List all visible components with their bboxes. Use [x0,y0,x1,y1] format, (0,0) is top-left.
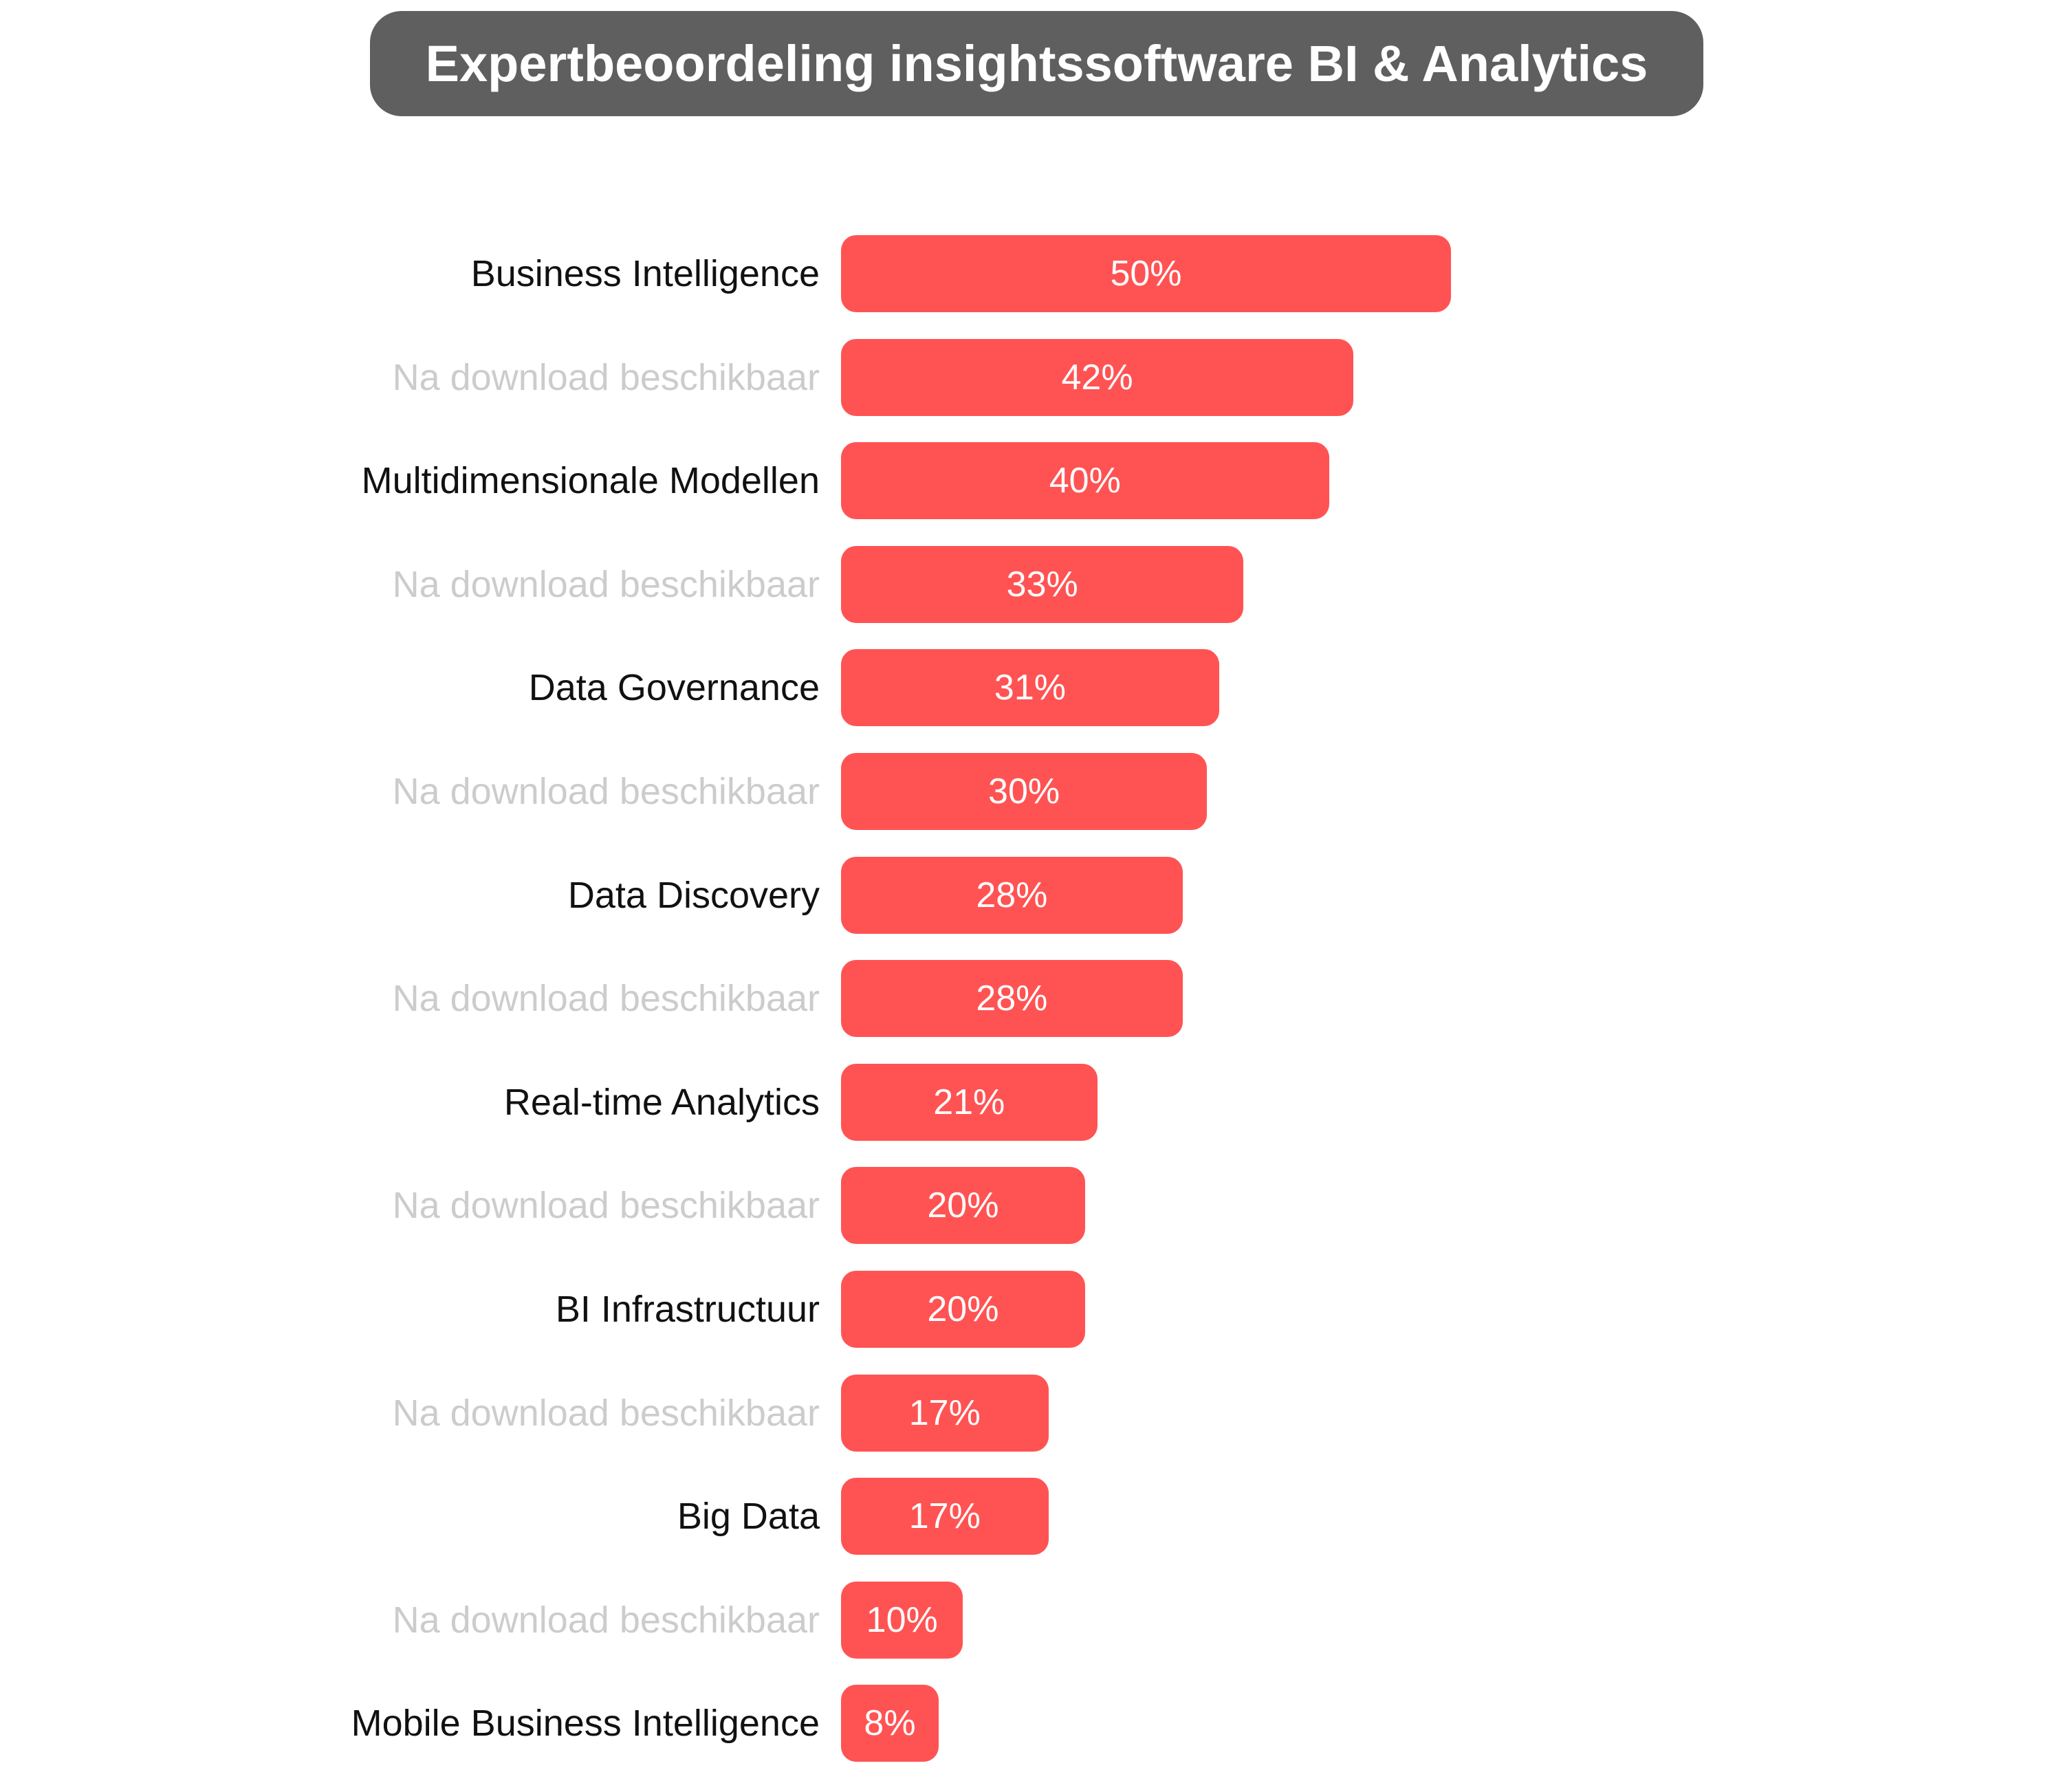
category-label: Real-time Analytics [503,1081,820,1123]
category-label: Na download beschikbaar [392,563,820,605]
category-label: Na download beschikbaar [392,1599,820,1641]
value-label: 33% [1006,564,1078,604]
category-label: Na download beschikbaar [392,978,820,1020]
value-label: 20% [927,1185,999,1226]
bar: 33% [841,545,1244,623]
value-label: 17% [908,1496,981,1537]
bar: 17% [841,1478,1049,1555]
bar: 50% [841,235,1451,312]
category-label: Na download beschikbaar [392,1185,820,1227]
value-label: 21% [933,1082,1005,1122]
bar: 20% [841,1167,1085,1245]
value-label: 40% [1049,461,1121,501]
bar: 28% [841,856,1183,934]
category-label: Mobile Business Intelligence [351,1703,820,1745]
bar: 17% [841,1374,1049,1452]
category-label: Na download beschikbaar [392,356,820,398]
category-label: Data Discovery [567,874,820,916]
category-label: Business Intelligence [470,253,820,294]
bar: 21% [841,1063,1098,1141]
value-label: 31% [994,668,1066,708]
value-label: 28% [976,979,1048,1019]
value-label: 28% [976,875,1048,915]
category-label: Multidimensionale Modellen [361,460,820,502]
bar: 20% [841,1271,1085,1348]
category-label: Na download beschikbaar [392,1392,820,1434]
value-label: 17% [908,1392,981,1433]
bar: 10% [841,1581,963,1659]
bar: 42% [841,338,1354,416]
value-label: 10% [866,1599,938,1640]
chart-title: Expertbeoordeling insightssoftware BI & … [370,11,1703,116]
category-label: Na download beschikbaar [392,771,820,812]
category-label: BI Infrastructuur [555,1289,820,1330]
value-label: 50% [1110,254,1182,294]
category-label: Data Governance [528,667,820,709]
value-label: 20% [927,1289,999,1329]
value-label: 8% [864,1703,916,1744]
bar: 31% [841,649,1219,727]
bar: 40% [841,442,1329,520]
value-label: 42% [1061,357,1133,397]
bar: 28% [841,960,1183,1038]
bar: 8% [841,1685,939,1762]
category-label: Big Data [677,1496,820,1538]
value-label: 30% [988,772,1060,811]
bar: 30% [841,753,1208,830]
